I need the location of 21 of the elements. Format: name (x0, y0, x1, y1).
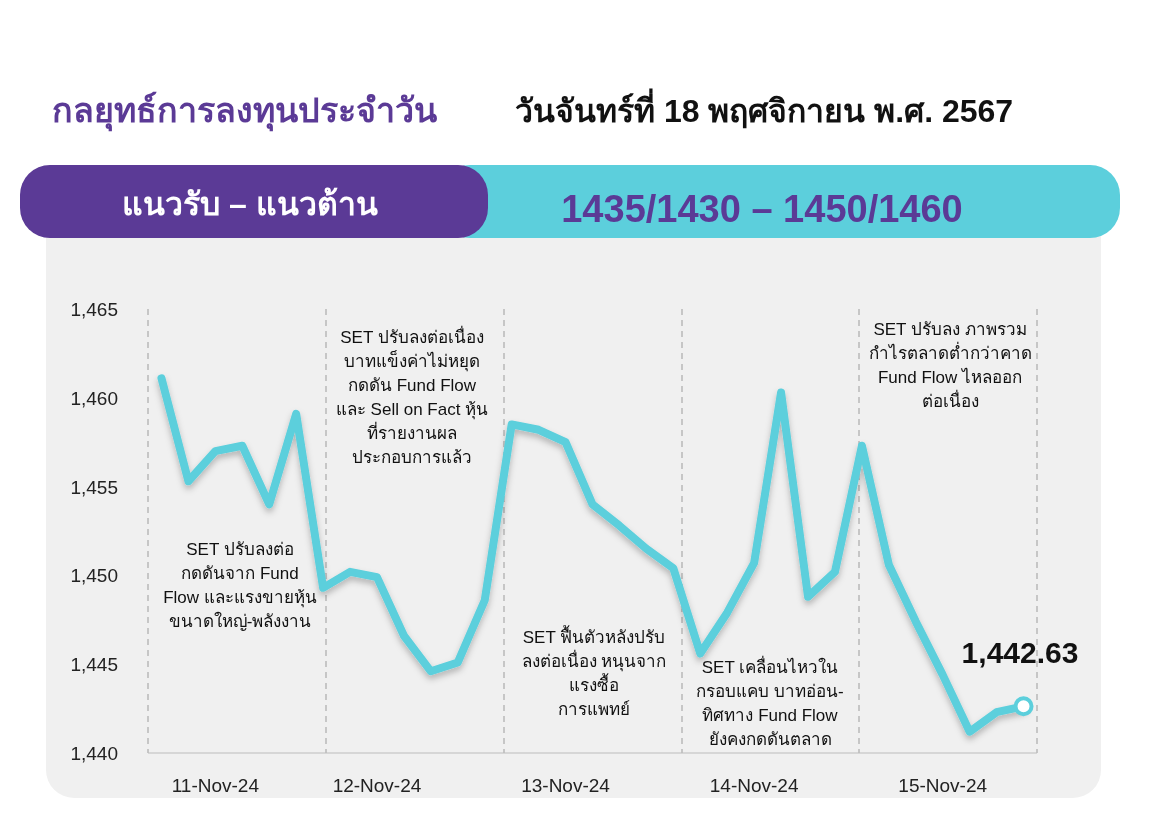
x-tick-label: 12-Nov-24 (332, 775, 422, 796)
chart-subtitle: วันจันทร์ที่ 18 พฤศจิกายน พ.ศ. 2567 (515, 88, 1014, 129)
x-tick-label: 13-Nov-24 (521, 775, 611, 796)
annotation: SET ฟื้นตัวหลังปรับ ลงต่อเนื่อง หนุนจาก แรงซื้อ การแพทย์ (521, 625, 667, 719)
text: 1435/1430 – 1450/1460 (561, 188, 963, 230)
y-tick-label: 1,450 (70, 565, 118, 587)
chart-title: กลยุทธ์การลงทุนประจำวัน (52, 91, 437, 132)
annotation: SET ปรับลงต่อ กดดันจาก Fund Flow และแรงขายหุ้น ขนาดใหญ่-พลังงาน (163, 540, 317, 631)
annotation: SET ปรับลง ภาพรวม กำไรตลาดต่ำกว่าคาด Fund Flow ไหลออก ต่อเนื่อง (868, 320, 1032, 411)
y-tick-label: 1,465 (70, 299, 118, 320)
y-tick-label: 1,440 (70, 743, 118, 764)
x-tick-label: 11-Nov-24 (171, 775, 260, 796)
y-tick-label: 1,455 (70, 476, 118, 498)
text: แนวรับ – แนวต้าน (122, 186, 378, 222)
x-tick-label: 15-Nov-24 (898, 775, 988, 796)
annotation: SET เคลื่อนไหวใน กรอบแคบ บาทอ่อน- ทิศทาง Fund Flow ยังคงกดดันตลาด (696, 655, 844, 749)
y-tick-label: 1,460 (70, 387, 118, 409)
annotation: SET ปรับลงต่อเนื่อง บาทแข็งค่าไม่หยุด กดดัน Fund Flow และ Sell on Fact หุ้น ที่รายงานผล ประกอบการแล้ว (335, 325, 489, 467)
annotation: 1,442.63 (961, 636, 1079, 669)
x-tick-label: 14-Nov-24 (709, 775, 799, 796)
y-tick-label: 1,445 (70, 654, 118, 676)
